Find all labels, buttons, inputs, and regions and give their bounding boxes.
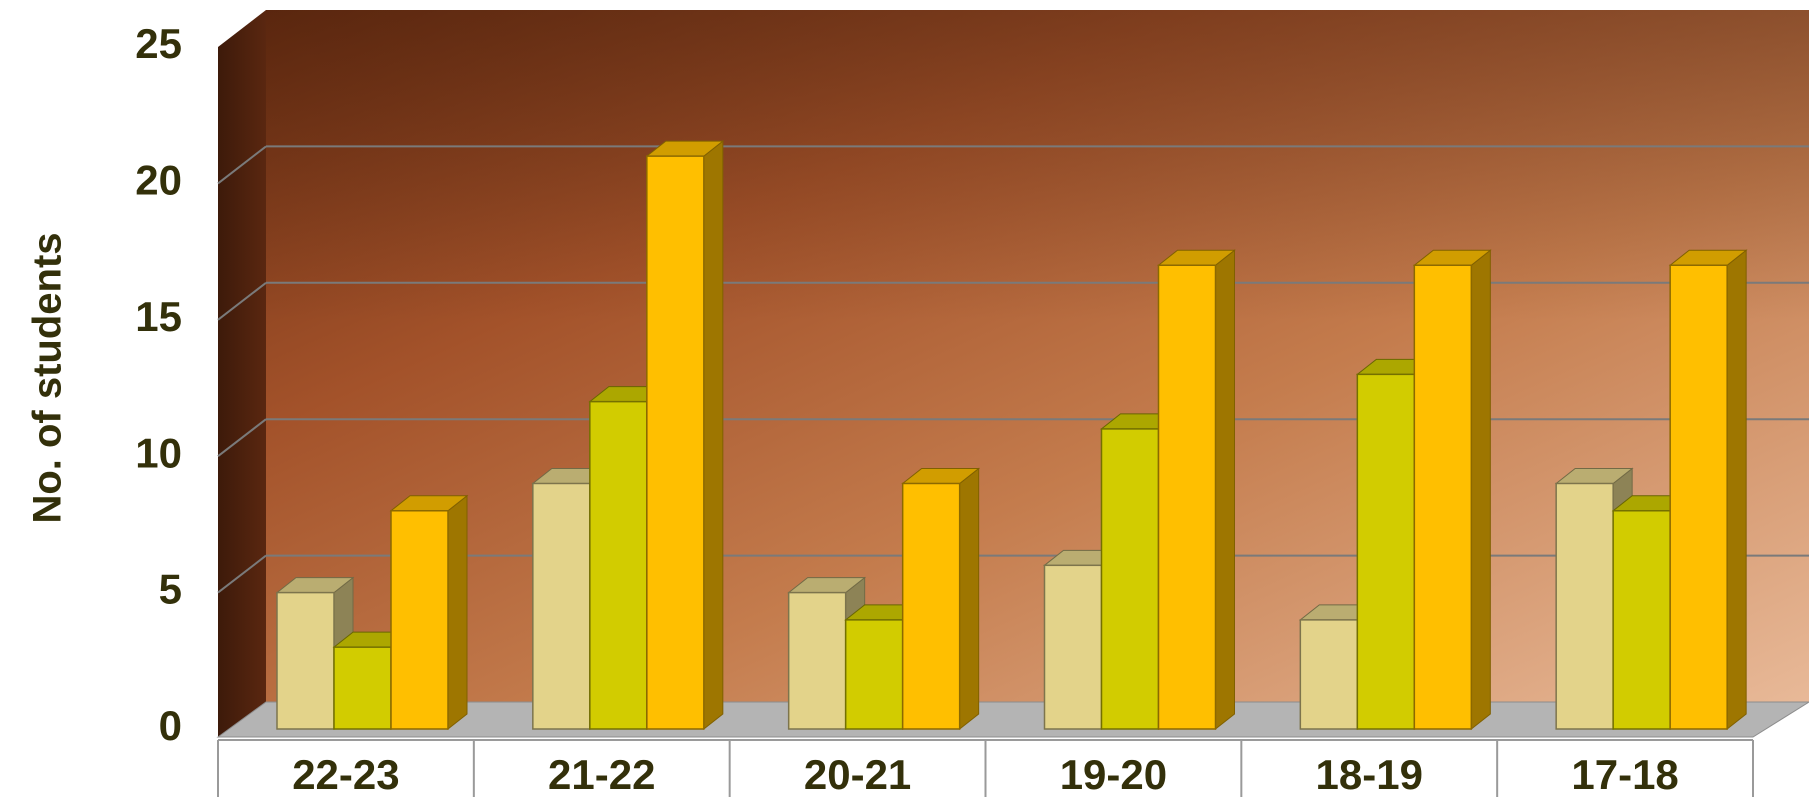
x-axis: 22-23 21-22 20-21 19-20 18-19 17-18 [217, 739, 1754, 797]
bar-front [589, 400, 648, 730]
y-tick-label: 0 [159, 702, 182, 749]
bar-front [1299, 619, 1359, 730]
gridlines [217, 145, 1809, 594]
bar-front [333, 646, 392, 730]
bar [1412, 249, 1492, 731]
bar-front [901, 482, 961, 730]
bar-front [844, 619, 904, 730]
bar-side [1215, 249, 1235, 731]
back-wall-shade [266, 10, 1809, 702]
x-tick-label: 18-19 [1316, 751, 1423, 797]
bar-front [1356, 373, 1416, 730]
x-axis-dividers [217, 740, 1754, 797]
bar-front [1555, 482, 1614, 730]
x-tick-label: 21-22 [548, 751, 655, 797]
plot-background [216, 10, 1809, 738]
bar [1157, 249, 1236, 731]
gridline-side [217, 418, 267, 457]
bar-side [703, 140, 724, 731]
gridline-side [217, 145, 267, 185]
gridline-side [217, 554, 267, 594]
side-wall [218, 10, 266, 737]
bar [1668, 249, 1748, 731]
bar-front [646, 155, 705, 730]
x-tick-label: 19-20 [1060, 751, 1167, 797]
bar-side [1726, 249, 1747, 731]
y-tick-label: 10 [135, 429, 182, 476]
y-tick-label: 5 [159, 566, 182, 613]
x-tick-label: 20-21 [804, 751, 911, 797]
y-axis-labels: 0 5 10 15 20 25 [135, 20, 182, 749]
bar-front [1043, 564, 1103, 730]
bar-front [390, 510, 449, 730]
bar-side [1470, 249, 1491, 731]
y-tick-label: 20 [135, 156, 182, 203]
y-axis-title: No. of students [26, 232, 70, 523]
bar-front [532, 482, 591, 730]
x-tick-label: 17-18 [1571, 751, 1678, 797]
bars [275, 140, 1748, 731]
y-tick-label: 15 [135, 293, 182, 340]
x-axis-labels: 22-23 21-22 20-21 19-20 18-19 17-18 [292, 751, 1679, 797]
x-tick-label: 22-23 [292, 751, 399, 797]
bar [645, 140, 725, 731]
bar [389, 494, 469, 731]
y-tick-label: 25 [135, 20, 182, 67]
bar-front [1157, 264, 1217, 730]
gridline-side [217, 282, 267, 321]
bar-front [1413, 264, 1473, 730]
bar-front [1100, 428, 1160, 730]
bar-front [1669, 264, 1728, 730]
bar [901, 467, 981, 731]
bar-side [447, 494, 468, 731]
bar-front [787, 591, 847, 730]
bar-front [1612, 510, 1671, 730]
bar-front [276, 591, 335, 730]
bar-side [959, 467, 980, 731]
